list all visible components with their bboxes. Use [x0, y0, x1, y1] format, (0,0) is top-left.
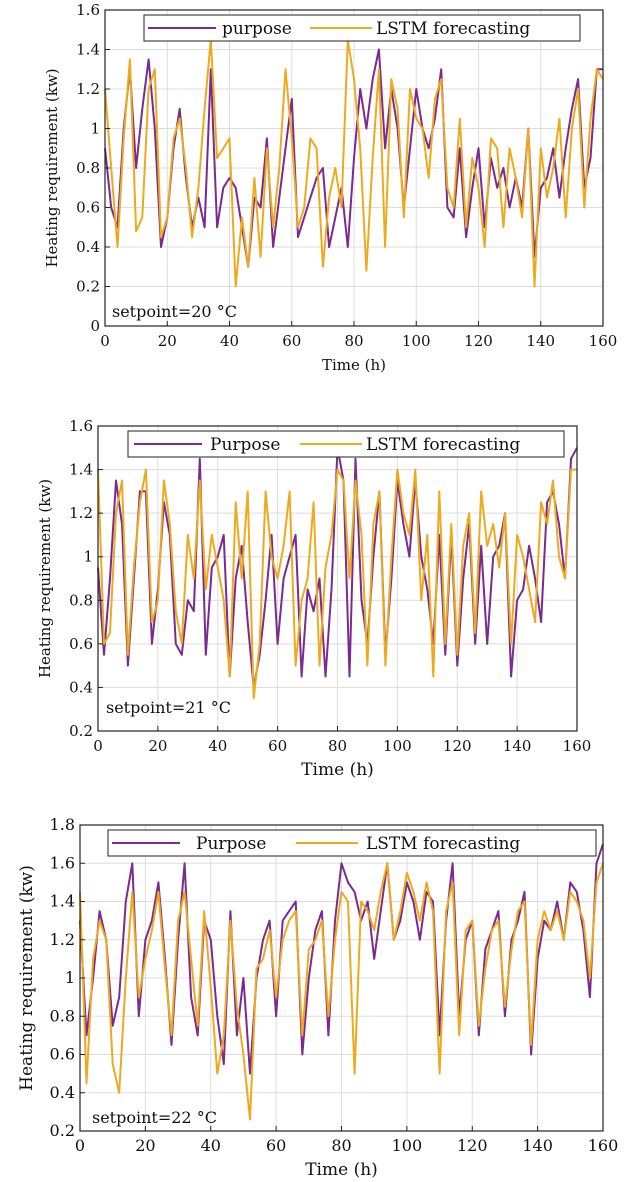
y-tick-label: 1.4 [69, 461, 93, 479]
x-tick-label: 20 [135, 1136, 155, 1155]
series-line-lstm [79, 862, 604, 1121]
y-tick-label: 0.6 [69, 635, 93, 653]
x-axis-label: Time (h) [305, 1160, 378, 1180]
x-tick-label: 140 [526, 332, 555, 350]
series-line-lstm [104, 38, 604, 288]
y-tick-label: 1.6 [50, 853, 75, 872]
y-tick-label: 1.6 [76, 1, 100, 19]
chart-1: 0 20 40 60 80 100 120 140 160 0 0.2 0.4 0.6 0.8 1 1.2 1.… [43, 1, 617, 374]
legend-label-purpose: purpose [222, 19, 292, 39]
x-tick-label: 120 [443, 737, 472, 755]
x-tick-label: 100 [383, 737, 412, 755]
y-tick-label: 1.6 [69, 417, 93, 435]
y-tick-label: 1.2 [76, 80, 100, 98]
legend-label-lstm: LSTM forecasting [366, 435, 520, 455]
x-axis-label: Time (h) [301, 760, 374, 780]
x-tick-label: 20 [158, 332, 177, 350]
x-tick-label: 160 [589, 332, 618, 350]
y-tick-label: 1.4 [50, 892, 75, 911]
x-tick-label: 80 [328, 737, 347, 755]
y-tick-label: 0.8 [50, 1006, 75, 1025]
y-tick-label: 1.8 [50, 815, 75, 834]
y-tick-label: 0.2 [76, 278, 100, 296]
y-tick-label: 0.4 [69, 678, 93, 696]
y-axis-label: Heating requirement (kw) [36, 479, 54, 678]
x-tick-label: 40 [201, 1136, 221, 1155]
x-tick-label: 140 [503, 737, 532, 755]
legend-label-purpose: Purpose [210, 435, 280, 455]
x-tick-label: 100 [392, 1136, 423, 1155]
x-tick-label: 20 [148, 737, 167, 755]
y-axis-label: Heating requirement (kw) [17, 865, 37, 1091]
x-tick-label: 60 [266, 1136, 286, 1155]
y-tick-label: 0.4 [50, 1083, 75, 1102]
setpoint-annotation: setpoint=21 °C [106, 698, 231, 717]
y-tick-label: 0.8 [69, 591, 93, 609]
legend-label-lstm: LSTM forecasting [376, 19, 530, 39]
x-tick-label: 40 [208, 737, 227, 755]
x-tick-label: 40 [220, 332, 239, 350]
y-tick-label: 0 [90, 317, 100, 335]
x-tick-label: 0 [100, 332, 110, 350]
y-tick-label: 0.6 [50, 1045, 75, 1064]
y-axis-label: Heating requirement (kw) [43, 68, 61, 267]
x-tick-label: 160 [588, 1136, 619, 1155]
setpoint-annotation: setpoint=22 °C [92, 1108, 217, 1127]
y-tick-label: 1.2 [69, 504, 93, 522]
x-tick-label: 120 [464, 332, 493, 350]
y-tick-label: 0.8 [76, 159, 100, 177]
chart-2: 0 20 40 60 80 100 120 140 160 0.2 0.4 0.6 0.8 1 1.2 1.4… [36, 417, 591, 780]
x-tick-label: 80 [344, 332, 363, 350]
series-line-lstm [97, 468, 577, 700]
x-axis-label: Time (h) [322, 356, 386, 374]
legend-label-lstm: LSTM forecasting [366, 834, 520, 854]
y-tick-label: 0.6 [76, 199, 100, 217]
x-tick-label: 100 [402, 332, 431, 350]
y-tick-label: 1.4 [76, 41, 100, 59]
y-tick-label: 1 [90, 120, 100, 138]
x-tick-label: 80 [331, 1136, 351, 1155]
y-tick-label: 0.4 [76, 238, 100, 256]
y-tick-label: 1 [83, 548, 93, 566]
y-tick-label: 1.2 [50, 930, 75, 949]
x-tick-label: 140 [522, 1136, 553, 1155]
x-tick-label: 160 [563, 737, 592, 755]
x-tick-label: 0 [93, 737, 103, 755]
x-tick-label: 120 [457, 1136, 488, 1155]
y-tick-label: 1 [65, 968, 75, 987]
x-tick-label: 60 [282, 332, 301, 350]
setpoint-annotation: setpoint=20 °C [112, 302, 237, 321]
legend-label-purpose: Purpose [196, 834, 266, 854]
x-tick-label: 0 [75, 1136, 85, 1155]
y-tick-label: 0.2 [50, 1121, 75, 1140]
x-tick-label: 60 [268, 737, 287, 755]
y-tick-label: 0.2 [69, 722, 93, 740]
chart-3: 0 20 40 60 80 100 120 140 160 0.2 0.4 0.6 0.8 1 1.2 1.4… [17, 815, 618, 1180]
